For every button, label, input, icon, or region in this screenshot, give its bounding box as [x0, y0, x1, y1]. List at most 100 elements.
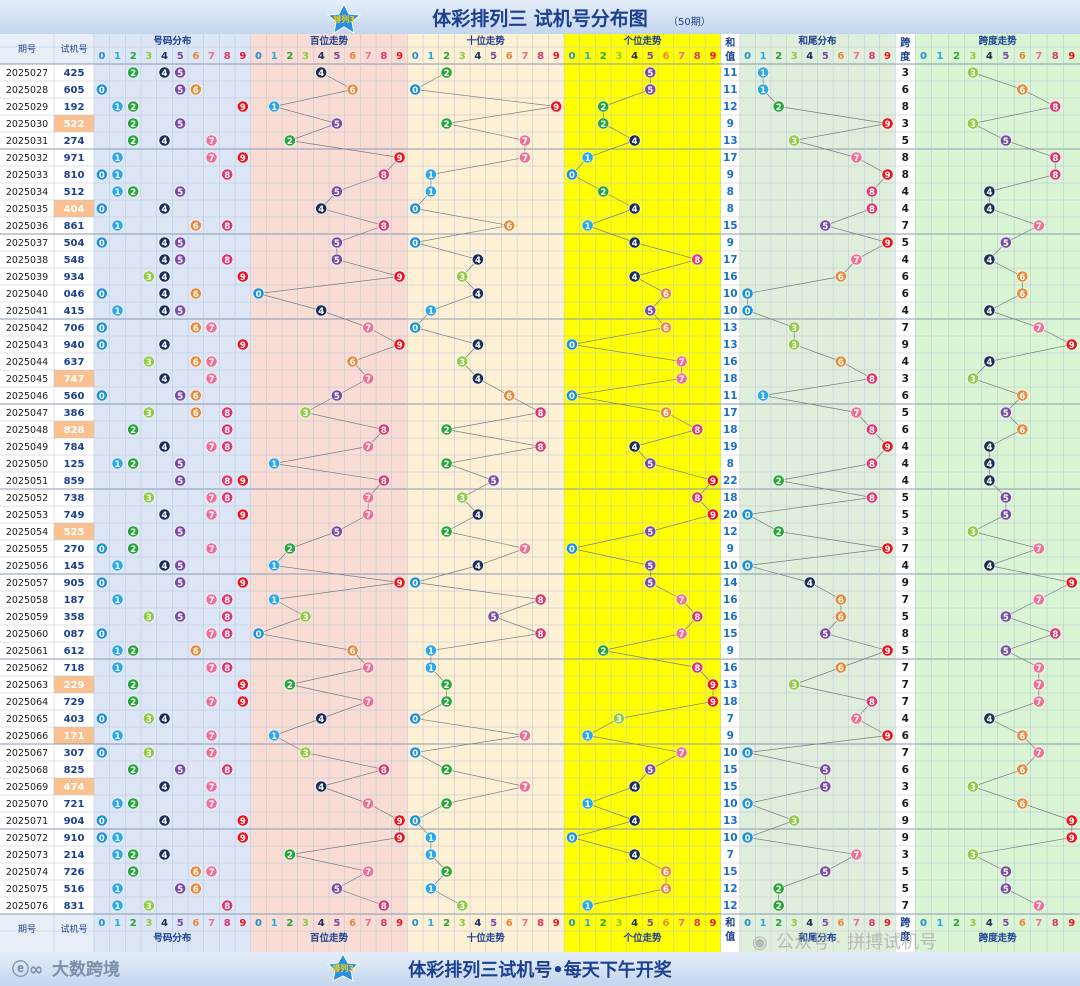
tail-trend-ball: 0: [741, 797, 754, 810]
top-hun-digit-6: 6: [349, 51, 356, 62]
period-cell: 2025042: [6, 323, 48, 334]
tail-trend-ball: 7: [850, 406, 863, 419]
distribution-ball: 2: [127, 644, 140, 657]
svg-text:2: 2: [130, 460, 136, 470]
span-cell: 5: [902, 645, 909, 657]
svg-text:7: 7: [209, 545, 215, 555]
svg-text:5: 5: [177, 579, 183, 589]
svg-text:7: 7: [853, 409, 859, 419]
svg-text:2: 2: [130, 120, 136, 130]
svg-text:5: 5: [647, 307, 653, 317]
sum-cell: 12: [723, 101, 738, 113]
top-ten-header: 十位走势: [467, 35, 506, 47]
tail-trend-ball: 8: [866, 372, 878, 385]
distribution-ball: 0: [95, 321, 108, 334]
distribution-ball: 8: [221, 168, 234, 181]
span-cell: 6: [902, 764, 909, 776]
distribution-ball: 0: [95, 576, 108, 589]
number-cell: 386: [64, 408, 85, 419]
distribution-ball: 4: [158, 236, 171, 249]
svg-text:7: 7: [1036, 664, 1042, 674]
bottom-ten-digit-6: 6: [506, 918, 513, 929]
tail-trend-ball: 9: [881, 236, 894, 249]
svg-text:4: 4: [162, 239, 168, 249]
svg-text:8: 8: [224, 902, 230, 912]
sum-cell: 10: [723, 305, 738, 317]
svg-text:3: 3: [791, 341, 797, 351]
svg-text:0: 0: [99, 290, 105, 300]
hun-trend-ball: 4: [315, 712, 328, 725]
uni-trend-ball: 5: [644, 66, 657, 79]
svg-text:6: 6: [350, 647, 356, 657]
svg-text:1: 1: [760, 392, 766, 402]
top-hun-digit-1: 1: [271, 51, 278, 62]
svg-text:5: 5: [177, 120, 183, 130]
ten-trend-ball: 8: [534, 440, 547, 453]
svg-text:9: 9: [553, 103, 559, 113]
number-cell: 637: [64, 357, 85, 368]
svg-text:9: 9: [885, 732, 891, 742]
watermark: 公众号 · 拼搏试机号: [776, 932, 937, 953]
svg-text:5: 5: [822, 766, 828, 776]
uni-trend-ball: 9: [707, 508, 719, 521]
distribution-ball: 2: [127, 525, 140, 538]
period-column-bg: [0, 34, 54, 952]
spt-trend-ball: 8: [1049, 100, 1062, 113]
top-tail-digit-9: 9: [884, 51, 891, 62]
svg-text:7: 7: [209, 868, 215, 878]
svg-text:5: 5: [334, 239, 340, 249]
svg-text:3: 3: [791, 137, 797, 147]
top-hun-digit-0: 0: [255, 51, 262, 62]
uni-trend-ball: 4: [628, 236, 641, 249]
svg-text:3: 3: [146, 273, 152, 283]
svg-text:6: 6: [350, 86, 356, 96]
period-cell: 2025060: [6, 629, 48, 640]
distribution-ball: 7: [205, 746, 218, 759]
top-dist-digit-5: 5: [177, 51, 184, 62]
svg-text:2: 2: [130, 103, 136, 113]
tail-trend-ball: 5: [819, 780, 832, 793]
svg-text:1: 1: [115, 222, 121, 232]
distribution-ball: 8: [221, 474, 234, 487]
uni-trend-ball: 5: [644, 304, 657, 317]
svg-text:9: 9: [397, 834, 403, 844]
bottom-spt-digit-0: 0: [920, 918, 927, 929]
top-ten-digit-1: 1: [427, 51, 434, 62]
svg-text:5: 5: [647, 460, 653, 470]
svg-text:2: 2: [130, 69, 136, 79]
svg-text:3: 3: [970, 375, 976, 385]
uni-trend-ball: 8: [691, 610, 704, 623]
svg-text:0: 0: [745, 834, 751, 844]
svg-text:9: 9: [240, 273, 246, 283]
span-cell: 7: [902, 747, 909, 759]
svg-text:8: 8: [869, 698, 875, 708]
svg-text:1: 1: [115, 171, 121, 181]
top-dist-header: 号码分布: [153, 35, 192, 47]
svg-text:7: 7: [853, 851, 859, 861]
svg-text:7: 7: [1036, 545, 1042, 555]
svg-text:7: 7: [679, 630, 685, 640]
top-title-bar: [0, 0, 1080, 34]
top-number-header: 试机号: [60, 43, 87, 55]
svg-text:6: 6: [1019, 86, 1025, 96]
svg-text:9: 9: [885, 647, 891, 657]
highlight-cell: [54, 421, 94, 438]
top-span-header-top: 跨: [900, 36, 911, 49]
svg-text:4: 4: [162, 375, 168, 385]
svg-text:6: 6: [1019, 800, 1025, 810]
distribution-ball: 8: [221, 253, 234, 266]
bottom-dist-digit-2: 2: [130, 918, 137, 929]
svg-text:4: 4: [632, 443, 638, 453]
svg-text:3: 3: [303, 613, 309, 623]
svg-text:5: 5: [491, 613, 497, 623]
hun-trend-ball: 0: [252, 287, 265, 300]
svg-text:0: 0: [99, 817, 105, 827]
svg-text:8: 8: [381, 766, 387, 776]
span-cell: 7: [902, 679, 909, 691]
svg-text:3: 3: [459, 358, 465, 368]
distribution-ball: 5: [174, 83, 187, 96]
hun-trend-ball: 8: [377, 474, 390, 487]
sum-cell: 11: [723, 390, 738, 402]
svg-text:6: 6: [193, 409, 199, 419]
svg-text:9: 9: [885, 171, 891, 181]
